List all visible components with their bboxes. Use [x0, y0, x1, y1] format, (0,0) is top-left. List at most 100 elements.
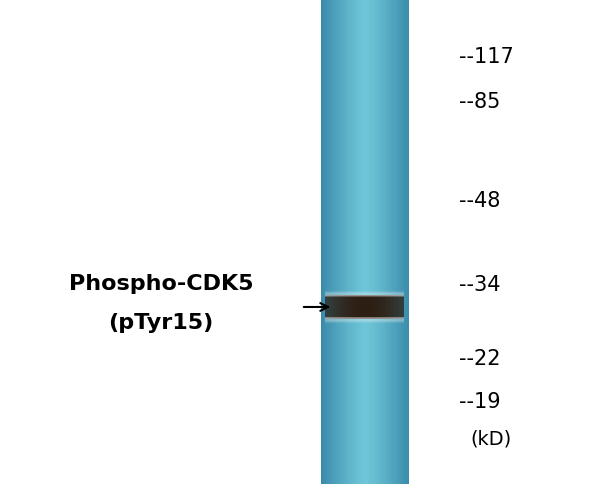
Bar — [379, 0, 380, 484]
Bar — [348, 0, 350, 484]
Bar — [340, 296, 341, 319]
Bar — [325, 320, 404, 322]
Bar — [325, 295, 404, 297]
Bar — [330, 0, 331, 484]
Bar — [373, 0, 375, 484]
Bar — [338, 0, 339, 484]
Bar — [334, 0, 335, 484]
Bar — [354, 296, 356, 319]
Text: (pTyr15): (pTyr15) — [108, 312, 214, 332]
Bar — [325, 321, 404, 322]
Bar — [321, 0, 322, 484]
Bar — [388, 0, 389, 484]
Bar — [323, 0, 324, 484]
Bar — [404, 0, 406, 484]
Bar — [344, 0, 345, 484]
Bar — [325, 322, 404, 324]
Bar — [393, 296, 394, 319]
Bar — [365, 296, 366, 319]
Bar — [332, 0, 333, 484]
Bar — [390, 296, 392, 319]
Bar — [361, 0, 362, 484]
Bar — [370, 0, 371, 484]
Bar — [325, 291, 404, 292]
Bar — [396, 0, 397, 484]
Bar — [343, 0, 344, 484]
Text: Phospho-CDK5: Phospho-CDK5 — [69, 273, 254, 293]
Bar — [382, 296, 383, 319]
Bar — [378, 0, 379, 484]
Bar — [325, 293, 404, 295]
Text: --117: --117 — [459, 47, 514, 67]
Bar — [399, 0, 400, 484]
Bar — [341, 296, 342, 319]
Bar — [377, 296, 378, 319]
Bar — [325, 296, 326, 319]
Bar — [325, 318, 404, 320]
Bar — [358, 296, 359, 319]
Bar — [367, 0, 368, 484]
Bar — [325, 292, 404, 294]
Bar — [389, 296, 390, 319]
Bar — [385, 296, 386, 319]
Bar — [380, 0, 381, 484]
Bar — [381, 0, 382, 484]
Bar — [347, 0, 348, 484]
Bar — [399, 296, 401, 319]
Bar — [364, 0, 365, 484]
Bar — [408, 0, 409, 484]
Bar — [374, 296, 375, 319]
Bar — [327, 0, 328, 484]
Bar — [338, 296, 340, 319]
Bar — [385, 0, 387, 484]
Bar — [378, 296, 379, 319]
Bar — [368, 0, 369, 484]
Bar — [377, 0, 378, 484]
Bar — [394, 296, 395, 319]
Bar — [398, 0, 399, 484]
Bar — [325, 294, 404, 296]
Bar — [345, 296, 347, 319]
Bar — [362, 0, 364, 484]
Bar — [353, 296, 354, 319]
Bar — [331, 0, 332, 484]
Bar — [332, 296, 333, 319]
Bar — [369, 0, 370, 484]
Bar — [326, 296, 328, 319]
Bar — [330, 296, 332, 319]
Bar — [325, 319, 404, 321]
Bar — [355, 0, 356, 484]
Bar — [393, 0, 395, 484]
Bar — [340, 0, 342, 484]
Bar — [325, 0, 326, 484]
Bar — [328, 296, 329, 319]
Bar — [335, 0, 336, 484]
Bar — [386, 296, 387, 319]
Bar — [342, 296, 344, 319]
Bar — [346, 0, 347, 484]
Bar — [407, 0, 408, 484]
Bar — [389, 0, 390, 484]
Bar — [358, 0, 359, 484]
Bar — [364, 296, 365, 319]
Bar — [384, 0, 385, 484]
Bar — [357, 296, 358, 319]
Bar — [356, 0, 357, 484]
Bar — [342, 0, 343, 484]
Text: (kD): (kD) — [470, 429, 511, 448]
Bar — [375, 0, 376, 484]
Bar — [387, 296, 389, 319]
Bar — [381, 296, 382, 319]
Bar — [366, 0, 367, 484]
Bar — [325, 291, 404, 293]
Bar — [329, 296, 330, 319]
Bar — [375, 296, 377, 319]
Bar — [400, 0, 401, 484]
Bar — [349, 296, 350, 319]
Bar — [392, 0, 393, 484]
Bar — [376, 0, 377, 484]
Bar — [336, 0, 337, 484]
Bar — [395, 296, 396, 319]
Bar — [354, 0, 355, 484]
Bar — [326, 0, 327, 484]
